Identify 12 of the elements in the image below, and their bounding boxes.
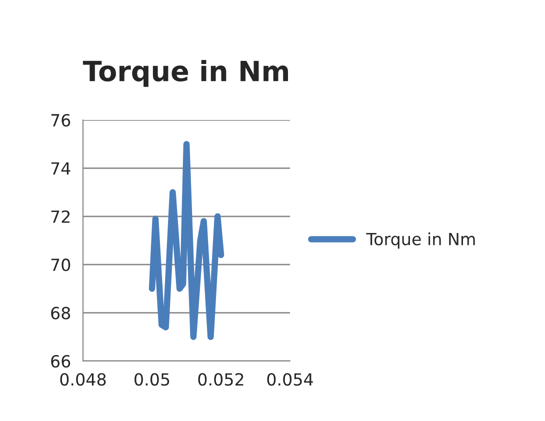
y-tick-label: 68 — [51, 306, 70, 320]
y-tick-label: 66 — [51, 354, 70, 368]
legend-label: Torque in Nm — [366, 232, 475, 249]
y-tick-label: 74 — [51, 162, 70, 175]
x-tick-label: 0.05 — [134, 373, 170, 386]
y-tick-label: 76 — [51, 114, 70, 127]
y-tick-label: 70 — [51, 258, 70, 272]
chart-title: Torque in Nm — [82, 60, 288, 87]
y-tick-label: 72 — [51, 210, 70, 223]
x-tick-label: 0.048 — [60, 373, 106, 386]
x-tick-label: 0.052 — [198, 373, 244, 386]
x-tick-label: 0.054 — [267, 373, 313, 386]
